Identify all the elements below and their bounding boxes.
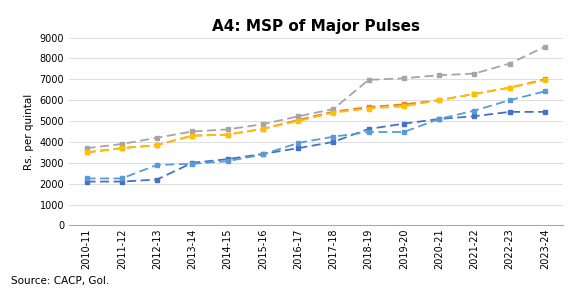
Gram <box>436 117 443 121</box>
Moong <box>436 73 443 77</box>
Tur <box>259 127 266 131</box>
Tur <box>189 134 196 137</box>
Gram <box>294 147 301 150</box>
Tur <box>471 92 478 96</box>
Moong <box>506 62 513 65</box>
Moong <box>259 123 266 126</box>
Gram <box>224 158 231 161</box>
Urad <box>224 133 231 136</box>
Gram <box>189 161 196 164</box>
Lentils <box>118 177 125 180</box>
Tur <box>365 105 372 109</box>
Lentils <box>330 135 337 138</box>
Moong <box>294 115 301 118</box>
Text: Source: CACP, GoI.: Source: CACP, GoI. <box>11 276 110 286</box>
Tur <box>436 99 443 102</box>
Urad <box>83 151 90 154</box>
Line: Tur: Tur <box>85 77 546 154</box>
Lentils <box>541 90 548 93</box>
Urad <box>436 99 443 102</box>
Lentils <box>294 141 301 145</box>
Tur <box>118 147 125 150</box>
Urad <box>471 92 478 96</box>
Moong <box>330 107 337 111</box>
Urad <box>154 143 161 147</box>
Tur <box>506 86 513 89</box>
Tur <box>83 151 90 154</box>
Gram <box>365 127 372 131</box>
Tur <box>154 143 161 147</box>
Line: Moong: Moong <box>85 45 546 150</box>
Moong <box>365 78 372 81</box>
Lentils <box>154 163 161 167</box>
Urad <box>330 111 337 114</box>
Lentils <box>506 99 513 102</box>
Urad <box>541 79 548 82</box>
Gram <box>259 152 266 156</box>
Line: Urad: Urad <box>85 79 546 154</box>
Moong <box>541 45 548 49</box>
Line: Gram: Gram <box>85 110 546 183</box>
Urad <box>401 105 408 108</box>
Urad <box>118 147 125 150</box>
Lentils <box>224 160 231 163</box>
Lentils <box>436 117 443 121</box>
Tur <box>224 133 231 136</box>
Line: Lentils: Lentils <box>85 90 546 180</box>
Urad <box>506 86 513 89</box>
Gram <box>506 110 513 114</box>
Moong <box>471 72 478 75</box>
Lentils <box>471 109 478 112</box>
Lentils <box>259 153 266 156</box>
Gram <box>330 140 337 144</box>
Moong <box>224 128 231 131</box>
Y-axis label: Rs. per quintal: Rs. per quintal <box>24 93 34 170</box>
Title: A4: MSP of Major Pulses: A4: MSP of Major Pulses <box>212 18 420 34</box>
Tur <box>541 77 548 81</box>
Tur <box>330 110 337 113</box>
Urad <box>189 134 196 137</box>
Moong <box>154 136 161 140</box>
Moong <box>83 147 90 150</box>
Lentils <box>365 130 372 134</box>
Gram <box>471 114 478 118</box>
Urad <box>365 107 372 110</box>
Gram <box>118 180 125 183</box>
Moong <box>189 130 196 133</box>
Tur <box>294 118 301 122</box>
Moong <box>401 77 408 80</box>
Tur <box>401 103 408 106</box>
Gram <box>541 110 548 114</box>
Lentils <box>83 177 90 180</box>
Gram <box>401 122 408 125</box>
Moong <box>118 142 125 146</box>
Lentils <box>401 130 408 134</box>
Lentils <box>189 162 196 166</box>
Gram <box>83 180 90 183</box>
Urad <box>294 119 301 123</box>
Gram <box>154 178 161 181</box>
Urad <box>259 127 266 131</box>
